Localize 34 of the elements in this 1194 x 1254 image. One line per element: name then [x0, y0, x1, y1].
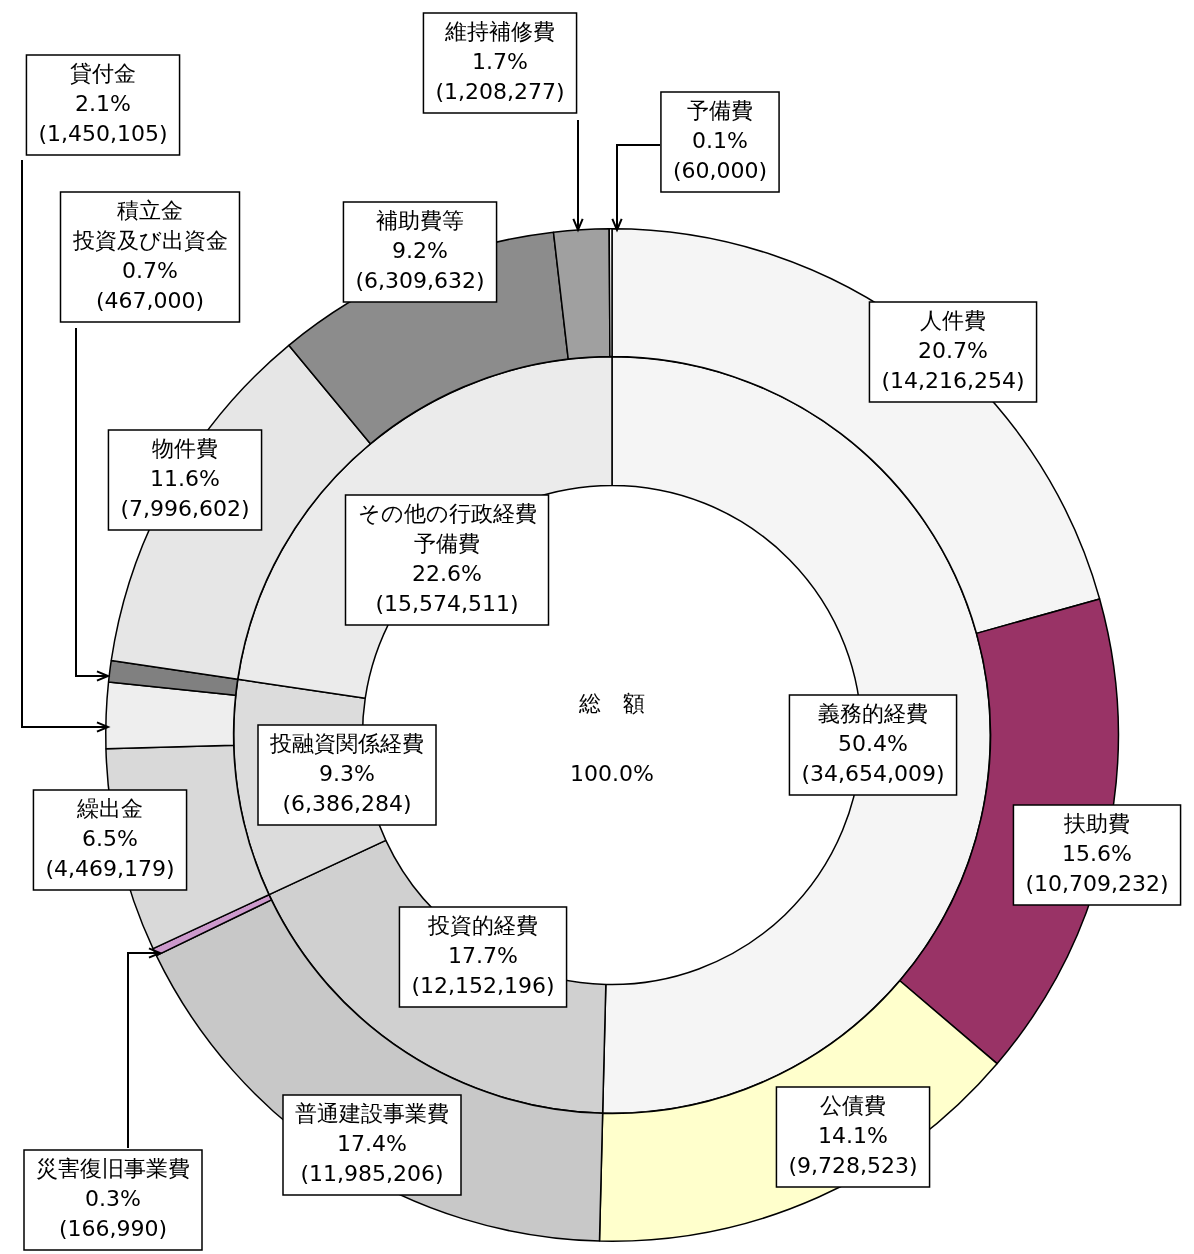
slice-label: 予備費 [687, 97, 753, 123]
slice-label: 扶助費 [1063, 810, 1130, 836]
data-label: 1.7% (1,208,277) [435, 48, 565, 104]
data-label: 11.6% (7,996,602) [120, 465, 250, 521]
text: 総 額 [578, 690, 645, 716]
data-label: 0.1% (60,000) [672, 127, 768, 183]
data-label: 20.7% (14,216,254) [881, 337, 1025, 393]
slice-label: 災害復旧事業費 [36, 1155, 190, 1181]
slice-label: 維持補修費 [444, 18, 555, 44]
data-label: 14.1% (9,728,523) [788, 1122, 918, 1178]
slice-label: 繰出金 [76, 795, 143, 821]
data-label: 22.6% (15,574,511) [375, 560, 519, 616]
data-label: 15.6% (10,709,232) [1025, 840, 1169, 896]
slice-label: 義務的経費 [818, 700, 928, 726]
data-label: 17.4% (11,985,206) [300, 1130, 444, 1186]
slice-label: 人件費 [920, 307, 986, 333]
data-label: 2.1% (1,450,105) [38, 90, 168, 146]
data-label: 9.2% (6,309,632) [355, 237, 485, 293]
slice-label: 公債費 [820, 1092, 886, 1118]
slice-label: 普通建設事業費 [295, 1100, 449, 1126]
slice-label: 投融資関係経費 [269, 730, 424, 756]
data-label: 0.3% (166,990) [58, 1185, 168, 1241]
slice-label: 積立金投資及び出資金 [71, 197, 228, 253]
data-label: 50.4% (34,654,009) [801, 730, 945, 786]
data-label: 6.5% (4,469,179) [45, 825, 175, 881]
slice-label: 貸付金 [70, 60, 136, 86]
text: 100.0% [570, 760, 654, 786]
data-label: 9.3% (6,386,284) [282, 760, 412, 816]
slice-label: 物件費 [152, 435, 218, 461]
slice-label: 投資的経費 [427, 912, 538, 938]
data-label: 17.7% (12,152,196) [411, 942, 555, 998]
slice-label: 補助費等 [376, 207, 464, 233]
data-label: 0.7% (467,000) [95, 257, 205, 313]
slice-label: その他の行政経費予備費 [357, 500, 537, 556]
